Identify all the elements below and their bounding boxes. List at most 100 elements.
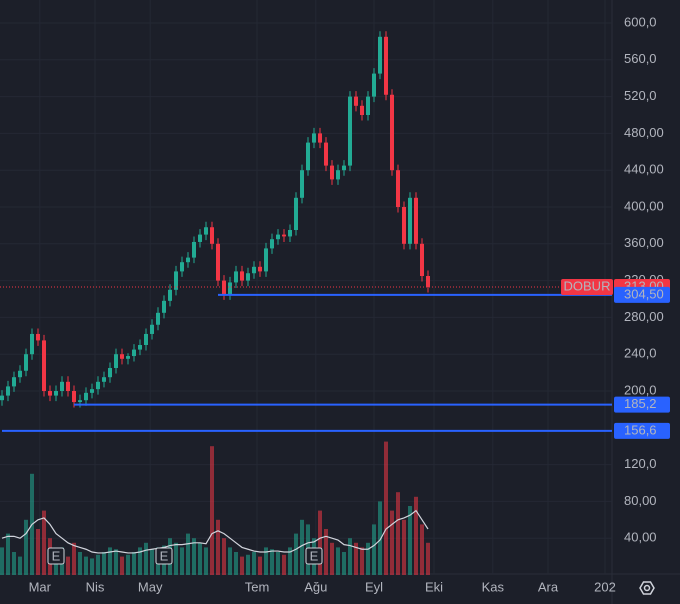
event-label: E	[160, 548, 169, 563]
candle-body	[306, 142, 310, 171]
candle-body	[30, 333, 34, 355]
volume-bar	[204, 547, 208, 575]
volume-bar	[240, 556, 244, 575]
volume-bar	[426, 542, 430, 575]
candle-body	[6, 386, 10, 396]
candle-body	[138, 345, 142, 350]
volume-bar	[126, 554, 130, 575]
x-tick-label: Eki	[425, 579, 443, 594]
candle-body	[246, 273, 250, 281]
candle-body	[348, 96, 352, 166]
y-tick-label: 240,0	[624, 346, 657, 361]
candle-body	[372, 73, 376, 97]
volume-bar	[288, 547, 292, 575]
level-label: 185,2	[624, 396, 657, 411]
settings-dot[interactable]	[643, 584, 651, 592]
candle-body	[132, 349, 136, 357]
volume-bar	[66, 556, 70, 575]
candle-body	[276, 234, 280, 240]
volume-bar	[138, 547, 142, 575]
level-tag	[614, 422, 670, 439]
candle-body	[420, 243, 424, 276]
candle-body	[330, 165, 334, 180]
y-tick-label: 360,00	[624, 235, 664, 250]
candle-body	[336, 170, 340, 180]
candle-body	[192, 241, 196, 258]
candle-body	[264, 248, 268, 272]
y-tick-label: 400,00	[624, 198, 664, 213]
volume-bar	[336, 547, 340, 575]
volume-bar	[318, 510, 322, 575]
volume-bar	[132, 552, 136, 575]
candle-body	[120, 354, 124, 359]
volume-bar	[234, 552, 238, 575]
candle-body	[144, 333, 148, 345]
event-label: E	[310, 548, 319, 563]
volume-bar	[246, 554, 250, 575]
volume-bar	[258, 556, 262, 575]
candle-body	[42, 340, 46, 391]
volume-bar	[282, 554, 286, 575]
volume-bar	[270, 549, 274, 575]
volume-bar	[96, 554, 100, 575]
candle-body	[180, 262, 184, 272]
volume-bar	[114, 549, 118, 575]
candle-body	[72, 391, 76, 403]
volume-bar	[102, 552, 106, 575]
candle-body	[0, 395, 4, 401]
x-tick-label: Kas	[482, 579, 505, 594]
candle-body	[252, 266, 256, 274]
candle-body	[18, 370, 22, 378]
volume-bar	[420, 524, 424, 575]
volume-bar	[330, 542, 334, 575]
volume-bar	[408, 506, 412, 575]
symbol-tag	[561, 279, 613, 296]
volume-bar	[18, 556, 22, 575]
candle-body	[324, 142, 328, 166]
candles	[0, 31, 430, 408]
volume-bar	[396, 492, 400, 575]
volume-bar	[36, 529, 40, 575]
candle-body	[126, 356, 130, 359]
candle-body	[402, 207, 406, 244]
candle-body	[186, 257, 190, 263]
volume-bar	[144, 542, 148, 575]
candle-body	[300, 170, 304, 198]
volume-bar	[390, 510, 394, 575]
volume-bar	[372, 524, 376, 575]
candle-body	[390, 94, 394, 171]
volume-bar	[222, 538, 226, 575]
volume-bar	[366, 542, 370, 575]
volume-bar	[378, 501, 382, 575]
volume-bar	[180, 547, 184, 575]
volume-bar	[252, 552, 256, 575]
candle-body	[216, 243, 220, 281]
volume-bar	[324, 529, 328, 575]
volume-ma-line	[1, 509, 429, 554]
volume-bar	[276, 552, 280, 575]
level-label: 156,6	[624, 422, 657, 437]
volume-bar	[72, 542, 76, 575]
y-tick-label: 440,00	[624, 162, 664, 177]
candle-body	[102, 377, 106, 382]
candle-body	[162, 300, 166, 313]
volume-bar	[402, 519, 406, 575]
candle-body	[96, 381, 100, 390]
candle-body	[24, 354, 28, 371]
y-tick-label: 80,00	[624, 493, 657, 508]
x-tick-label: Tem	[245, 579, 270, 594]
symbol-label: DOBUR	[564, 278, 611, 293]
candle-body	[282, 234, 286, 237]
level-tag	[614, 396, 670, 413]
candle-body	[90, 389, 94, 393]
candle-body	[84, 392, 88, 401]
settings-shape[interactable]	[639, 581, 655, 595]
volume-bar	[6, 533, 10, 575]
volume-bar	[90, 558, 94, 575]
settings-icon[interactable]	[639, 581, 655, 595]
volume-bar	[384, 441, 388, 575]
event-label: E	[52, 548, 61, 563]
y-tick-label: 200,0	[624, 382, 657, 397]
